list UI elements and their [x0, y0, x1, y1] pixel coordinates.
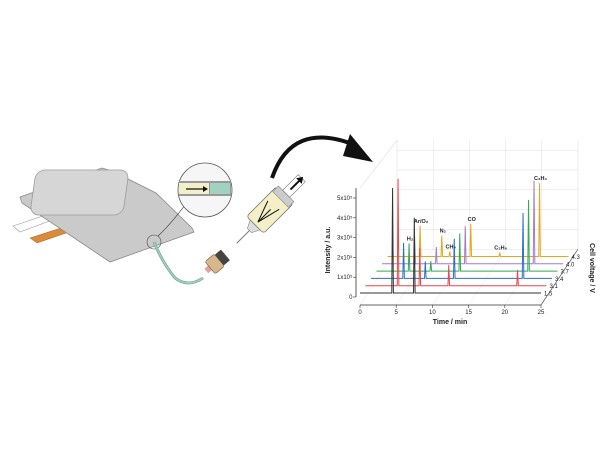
z-axis-title: Cell voltage / V	[588, 243, 595, 293]
series-trace-1.5	[360, 188, 541, 294]
leader-line	[157, 204, 186, 237]
y-tick-label: 1x10⁵	[337, 274, 353, 281]
peak-label: N₂	[440, 229, 447, 235]
series-trace-3.1	[365, 178, 547, 287]
x-axis-title: Time / min	[433, 319, 468, 326]
x-tick-label: 25	[538, 310, 545, 316]
floor-gridline	[468, 249, 506, 306]
gas-syringe	[236, 174, 306, 244]
x-tick-label: 0	[358, 310, 362, 316]
x-tick-label: 10	[429, 310, 436, 316]
peak-label: C₂H₄	[534, 176, 547, 182]
septum-connector	[204, 249, 230, 274]
peak-label: CH₄	[445, 245, 456, 251]
y-tick-label: 2x10⁵	[337, 254, 353, 261]
peak-label: H₂	[407, 236, 414, 242]
pouch-raised-area	[30, 169, 129, 216]
series-trace-3.4	[371, 213, 552, 279]
series-trace-3.7	[376, 199, 558, 272]
voltage-label: 3.4	[555, 277, 564, 283]
y-axis-title: Intensity / a.u.	[325, 227, 332, 274]
transfer-arrowhead-icon	[343, 134, 373, 162]
voltage-label: 3.1	[550, 284, 559, 290]
y-tick-label: 4x10⁵	[337, 215, 353, 222]
peak-label: Ar/O₂	[414, 219, 429, 225]
voltage-label: 3.7	[561, 270, 570, 276]
floor-gridline	[359, 249, 398, 306]
x-tick-label: 20	[501, 310, 508, 316]
sampling-tube	[152, 241, 204, 285]
box-edge	[359, 140, 398, 189]
floor-gridline	[432, 249, 470, 306]
magnifier-view	[177, 162, 233, 218]
peak-label: C₂H₆	[494, 246, 507, 252]
peak-label: CO	[468, 217, 477, 223]
floor-gridline	[504, 249, 543, 306]
pouch-cell	[12, 134, 373, 285]
voltage-label: 1.5	[544, 292, 553, 298]
pouch-detail-marker	[146, 234, 162, 250]
x-tick-label: 15	[465, 310, 472, 316]
y-tick-label: 3x10⁵	[337, 235, 353, 242]
chromatogram-chart: 0 5 10 15 20 25 0 1x10⁵ 2x10⁵ 3x10⁵ 4x10⁵ 5x10⁵ Time…	[325, 140, 595, 326]
depth-axis	[540, 249, 579, 306]
y-tick-label: 5x10⁵	[337, 195, 353, 202]
voltage-label: 4.0	[566, 262, 575, 268]
x-tick-label: 5	[395, 310, 399, 316]
voltage-label: 4.3	[572, 255, 581, 261]
y-tick-label: 0	[349, 295, 353, 301]
sampling-tube-inner	[153, 241, 204, 284]
transfer-arrow	[270, 135, 356, 179]
